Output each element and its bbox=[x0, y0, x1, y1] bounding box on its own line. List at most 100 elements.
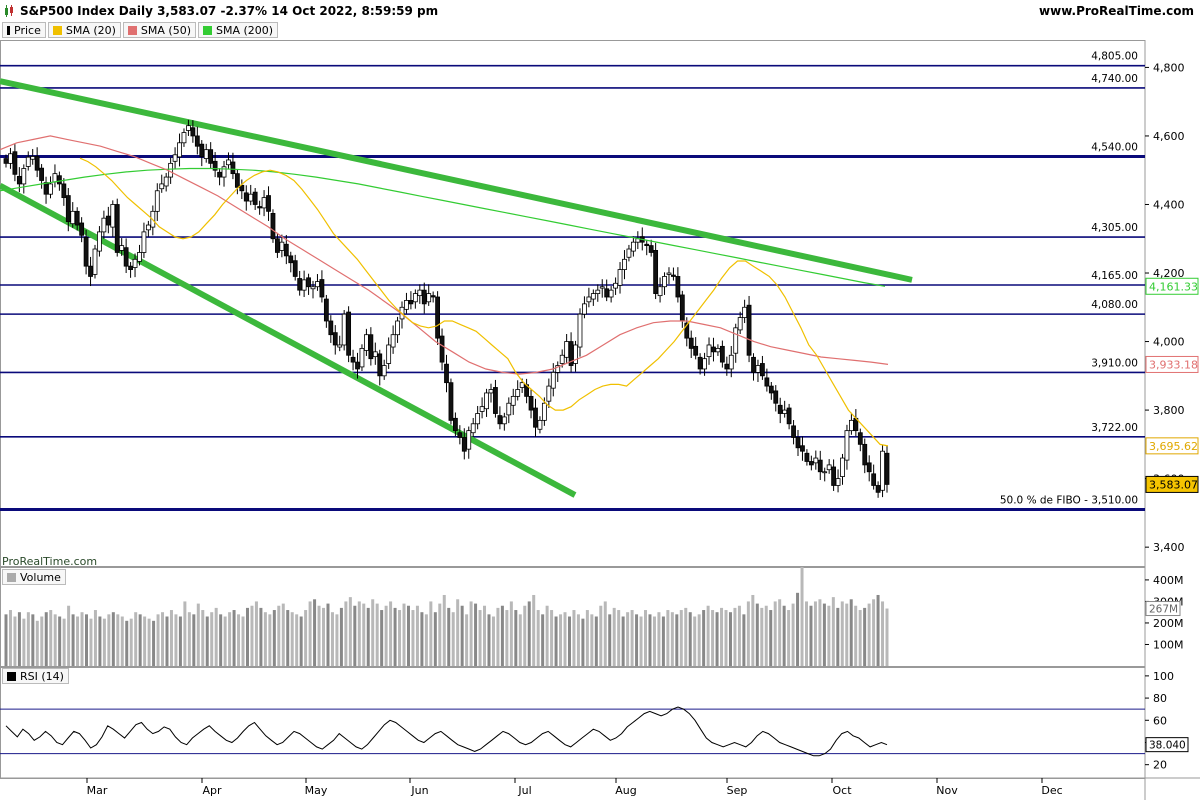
candle bbox=[817, 459, 823, 473]
candle bbox=[719, 345, 725, 363]
volume-bar bbox=[536, 610, 540, 666]
candle bbox=[132, 258, 138, 268]
candle bbox=[501, 416, 507, 425]
candle bbox=[733, 327, 739, 354]
volume-bar bbox=[791, 603, 795, 666]
candle bbox=[199, 143, 205, 157]
volume-bar bbox=[523, 605, 527, 666]
volume-bar bbox=[201, 610, 205, 666]
volume-bar bbox=[541, 614, 545, 666]
volume-bar bbox=[357, 601, 361, 666]
candle bbox=[404, 300, 409, 310]
candle bbox=[849, 419, 854, 432]
volume-bar bbox=[438, 603, 442, 666]
candle bbox=[479, 406, 485, 412]
volume-bar bbox=[192, 614, 196, 666]
volume-bar bbox=[384, 605, 388, 666]
time-tick-label: Aug bbox=[615, 784, 636, 797]
candle bbox=[582, 303, 587, 315]
volume-bar bbox=[277, 605, 281, 666]
volume-bar bbox=[590, 614, 594, 666]
candle bbox=[426, 293, 432, 303]
volume-bar bbox=[666, 610, 670, 666]
site-link[interactable]: www.ProRealTime.com bbox=[1039, 4, 1194, 18]
rsi-panel bbox=[0, 667, 1146, 779]
volume-legend[interactable]: Volume bbox=[2, 569, 66, 585]
volume-bar bbox=[223, 616, 227, 666]
candle bbox=[537, 419, 543, 430]
candle bbox=[497, 415, 503, 425]
candle bbox=[488, 389, 494, 394]
volume-bar bbox=[863, 607, 867, 666]
candle bbox=[813, 457, 819, 464]
candle bbox=[203, 149, 209, 159]
volume-bar bbox=[500, 605, 504, 666]
price-legend: Price SMA (20) SMA (50) SMA (200) bbox=[2, 22, 280, 38]
volume-bar bbox=[62, 618, 66, 666]
candle bbox=[310, 286, 316, 290]
rsi-legend-swatch bbox=[7, 671, 16, 681]
price-tick-label: 4,600 bbox=[1153, 130, 1185, 143]
volume-bar bbox=[4, 614, 8, 666]
volume-bar bbox=[626, 612, 630, 666]
price-tick-label: 4,000 bbox=[1153, 336, 1185, 349]
volume-bar bbox=[845, 603, 849, 666]
candle bbox=[475, 413, 481, 425]
volume-tag-box bbox=[1145, 601, 1181, 617]
volume-bar bbox=[661, 616, 665, 666]
volume-bar bbox=[778, 599, 782, 666]
candle bbox=[786, 407, 792, 425]
candle bbox=[831, 466, 837, 486]
level-label: 4,740.00 bbox=[1091, 73, 1138, 85]
candle bbox=[844, 430, 850, 461]
value-tag-box bbox=[1145, 355, 1199, 373]
legend-sma20[interactable]: SMA (20) bbox=[47, 22, 121, 38]
legend-price-label: Price bbox=[14, 23, 41, 37]
candle bbox=[760, 363, 765, 377]
candle bbox=[297, 278, 303, 291]
volume-bar bbox=[111, 612, 115, 666]
volume-bar bbox=[478, 610, 482, 666]
candle bbox=[128, 265, 133, 270]
legend-sma200[interactable]: SMA (200) bbox=[198, 22, 279, 38]
volume-bar bbox=[742, 614, 746, 666]
trendline-upper bbox=[0, 78, 913, 283]
candle bbox=[65, 195, 71, 223]
candle bbox=[666, 272, 672, 275]
candle bbox=[34, 156, 40, 171]
candle bbox=[541, 402, 547, 421]
rsi-legend[interactable]: RSI (14) bbox=[2, 668, 69, 684]
candle bbox=[630, 241, 636, 252]
candle bbox=[533, 407, 538, 428]
legend-price[interactable]: Price bbox=[2, 22, 46, 38]
volume-bar bbox=[120, 616, 124, 666]
legend-sma50[interactable]: SMA (50) bbox=[122, 22, 196, 38]
level-label: 4,165.00 bbox=[1091, 270, 1138, 282]
candle bbox=[662, 276, 667, 288]
rsi-tick-label: 60 bbox=[1153, 714, 1167, 727]
volume-bar bbox=[116, 614, 120, 666]
candle bbox=[706, 344, 712, 358]
volume-bar bbox=[402, 603, 406, 666]
volume-bar bbox=[760, 607, 764, 666]
volume-bar bbox=[639, 616, 643, 666]
volume-bar bbox=[232, 610, 236, 666]
candle bbox=[595, 289, 601, 294]
candle bbox=[283, 243, 289, 257]
volume-bar bbox=[532, 594, 536, 666]
volume-bar bbox=[433, 612, 437, 666]
volume-bar bbox=[675, 614, 679, 666]
candle bbox=[755, 365, 761, 373]
volume-bar bbox=[313, 599, 317, 666]
volume-bar bbox=[465, 614, 469, 666]
time-tick-label: Nov bbox=[936, 784, 958, 797]
volume-bar bbox=[102, 618, 106, 666]
volume-bar bbox=[612, 607, 616, 666]
candle bbox=[493, 387, 498, 414]
volume-bar bbox=[411, 610, 415, 666]
volume-bar bbox=[76, 616, 80, 666]
candle bbox=[355, 361, 360, 370]
candle bbox=[626, 248, 632, 258]
volume-bar bbox=[205, 616, 209, 666]
volume-bar bbox=[688, 612, 692, 666]
